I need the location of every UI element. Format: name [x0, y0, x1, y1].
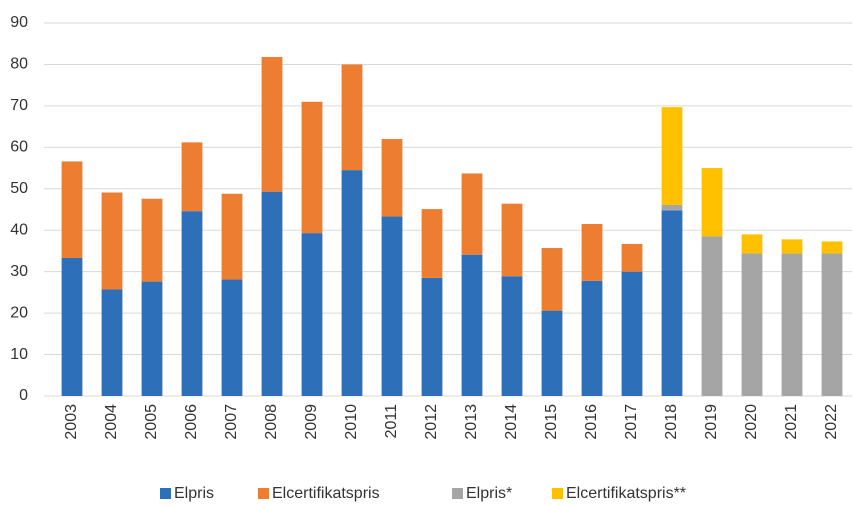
bar-segment [341, 64, 363, 171]
bar-segment [781, 253, 803, 396]
bar-segment [821, 253, 843, 396]
bar-segment [541, 248, 563, 311]
y-tick-label: 10 [10, 346, 28, 363]
y-tick-label: 60 [10, 139, 28, 156]
bar-segment [421, 277, 443, 396]
bar-segment [61, 161, 83, 258]
bar-segment [501, 203, 523, 277]
x-tick-label: 2012 [423, 404, 440, 440]
bar-segment [181, 142, 203, 212]
bar-segment [661, 204, 683, 211]
x-tick-label: 2004 [103, 404, 120, 440]
legend-label: Elpris* [466, 485, 512, 502]
x-tick-label: 2020 [743, 404, 760, 440]
legend-label: Elcertifikatspris** [566, 485, 686, 502]
x-tick-label: 2013 [463, 404, 480, 440]
y-tick-label: 40 [10, 221, 28, 238]
y-tick-label: 30 [10, 263, 28, 280]
legend-swatch [552, 488, 563, 499]
bar-segment [261, 56, 283, 192]
bar-segment [581, 280, 603, 396]
x-tick-label: 2006 [183, 404, 200, 440]
x-tick-label: 2003 [63, 404, 80, 440]
bar-segment [61, 257, 83, 396]
x-tick-label: 2009 [303, 404, 320, 440]
y-tick-label: 80 [10, 56, 28, 73]
bar-segment [821, 241, 843, 254]
bar-segment [461, 173, 483, 255]
bar-segment [501, 276, 523, 396]
bar-segment [141, 281, 163, 396]
y-tick-label: 50 [10, 180, 28, 197]
bar-segment [421, 209, 443, 278]
x-tick-label: 2019 [703, 404, 720, 440]
x-tick-label: 2016 [583, 404, 600, 440]
bar-segment [661, 210, 683, 396]
bar-segment [101, 289, 123, 396]
x-tick-label: 2007 [223, 404, 240, 440]
bar-segment [621, 243, 643, 272]
bar-segment [221, 279, 243, 396]
bar-segment [661, 107, 683, 205]
bar-segment [461, 254, 483, 396]
y-tick-label: 70 [10, 97, 28, 114]
x-tick-label: 2011 [383, 404, 400, 439]
bar-segment [101, 192, 123, 290]
x-tick-label: 2008 [263, 404, 280, 440]
bar-segment [741, 234, 763, 254]
bar-segment [141, 198, 163, 282]
x-tick-label: 2015 [543, 404, 560, 440]
bar-segment [741, 253, 763, 396]
legend-swatch [160, 488, 171, 499]
y-tick-label: 20 [10, 304, 28, 321]
bar-segment [781, 239, 803, 254]
legend-swatch [258, 488, 269, 499]
x-tick-label: 2021 [783, 404, 800, 440]
bar-segment [621, 271, 643, 396]
x-tick-label: 2022 [823, 404, 840, 440]
bar-segment [541, 310, 563, 396]
y-tick-label: 0 [19, 387, 28, 404]
legend-label: Elpris [174, 485, 214, 502]
x-tick-label: 2014 [503, 404, 520, 440]
bar-segment [221, 193, 243, 280]
bar-segment [581, 224, 603, 281]
bar-segment [701, 168, 723, 237]
bar-segment [261, 191, 283, 396]
bar-segment [701, 236, 723, 396]
x-tick-label: 2018 [663, 404, 680, 440]
legend-label: Elcertifikatspris [272, 485, 380, 502]
bar-segment [181, 211, 203, 396]
x-tick-label: 2005 [143, 404, 160, 440]
x-tick-label: 2010 [343, 404, 360, 440]
bar-segment [381, 139, 403, 217]
bar-segment [341, 170, 363, 396]
bar-segment [301, 101, 323, 234]
x-tick-label: 2017 [623, 404, 640, 440]
bar-segment [301, 233, 323, 396]
legend-swatch [452, 488, 463, 499]
bar-segment [381, 216, 403, 396]
y-tick-label: 90 [10, 14, 28, 31]
